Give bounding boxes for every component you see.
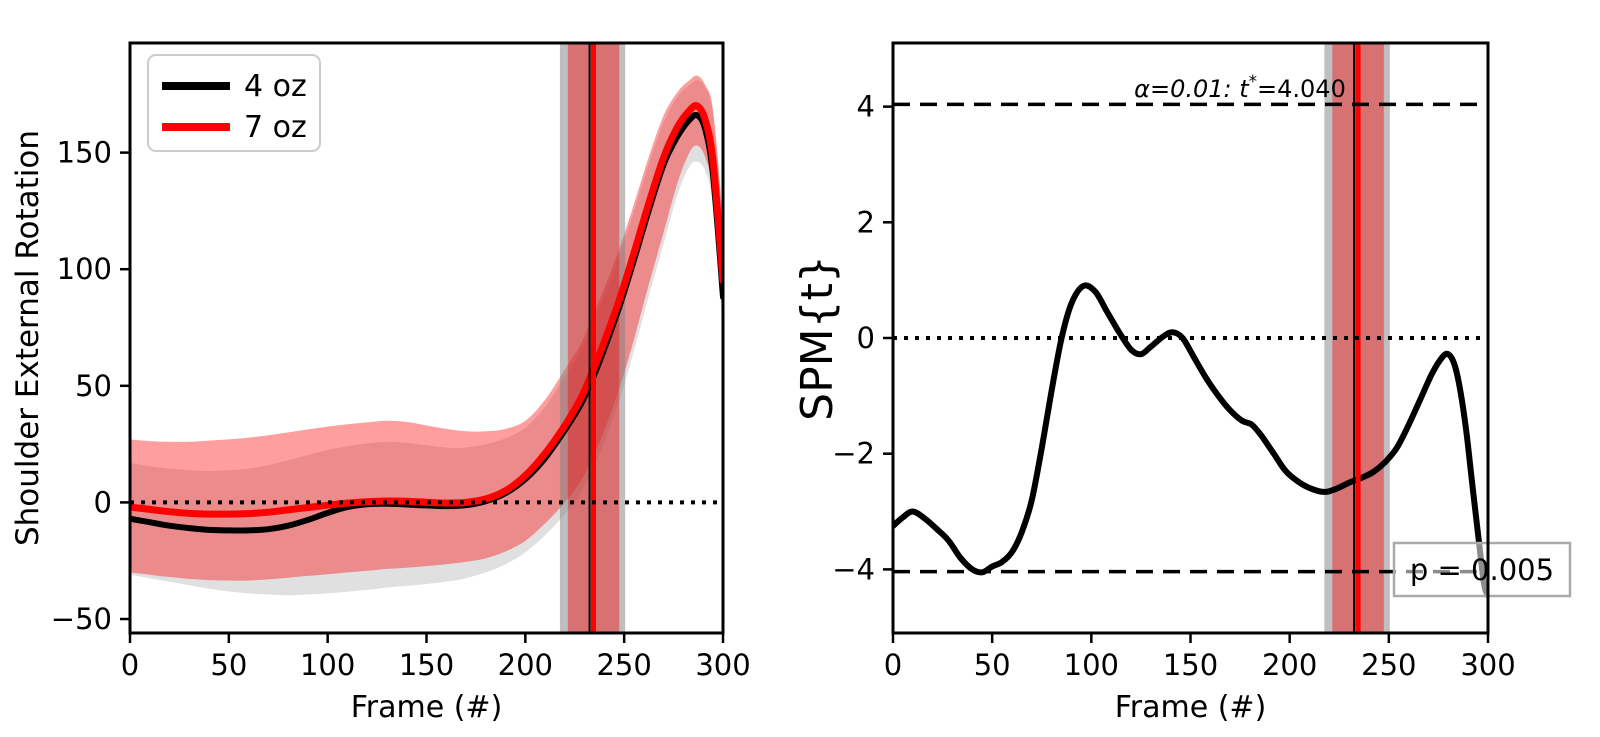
- x-tick-label: 150: [399, 648, 454, 682]
- alpha-threshold-label: α=0.01: t*=4.040: [1134, 71, 1346, 103]
- x-tick-label: 200: [498, 648, 553, 682]
- y-tick-label: 100: [57, 252, 112, 286]
- x-tick-label: 150: [1163, 648, 1218, 682]
- curve-7oz: [130, 102, 723, 518]
- x-tick-label: 300: [1460, 648, 1515, 682]
- x-tick-label: 0: [121, 648, 139, 682]
- x-tick-label: 200: [1262, 648, 1317, 682]
- y-tick-label: 4: [857, 90, 875, 124]
- data-layer-left: [130, 43, 723, 633]
- y-tick-label: 150: [57, 136, 112, 170]
- x-axis-label: Frame (#): [351, 690, 503, 725]
- data-layer-right: [893, 43, 1488, 633]
- p-value-label: p = 0.005: [1410, 553, 1554, 587]
- y-tick-label: 0: [94, 485, 112, 519]
- y-tick-label: −2: [832, 437, 875, 471]
- x-axis-label: Frame (#): [1115, 690, 1267, 725]
- legend-label-7oz: 7 oz: [244, 110, 307, 145]
- legend-label-4oz: 4 oz: [244, 69, 307, 104]
- y-tick-label: 0: [857, 321, 875, 355]
- x-tick-label: 0: [884, 648, 902, 682]
- x-tick-label: 100: [300, 648, 355, 682]
- y-axis-label-right: SPM{t}: [792, 255, 843, 421]
- panel-left: 0 50 100 150 200 250 300 −50 0 50 100 150 Frame (#) S…: [10, 41, 751, 725]
- x-tick-label: 100: [1064, 648, 1119, 682]
- x-tick-label: 300: [695, 648, 750, 682]
- x-tick-label: 250: [1361, 648, 1416, 682]
- legend: 4 oz 7 oz: [147, 54, 321, 152]
- panel-right: 0 50 100 150 200 250 300 −4 −2 0 2 4 Frame (#) SPM{t}…: [792, 41, 1572, 725]
- y-tick-label: 50: [75, 369, 112, 403]
- y-tick-label: 2: [857, 205, 875, 239]
- p-value-box: [1392, 541, 1572, 598]
- curve-spmt: [893, 282, 1488, 599]
- x-tick-label: 50: [210, 648, 247, 682]
- x-tick-label: 50: [974, 648, 1011, 682]
- y-tick-label: −4: [832, 552, 875, 586]
- x-tick-label: 250: [596, 648, 651, 682]
- y-tick-label: −50: [51, 602, 112, 636]
- y-axis-label-left: Shoulder External Rotation: [10, 130, 46, 546]
